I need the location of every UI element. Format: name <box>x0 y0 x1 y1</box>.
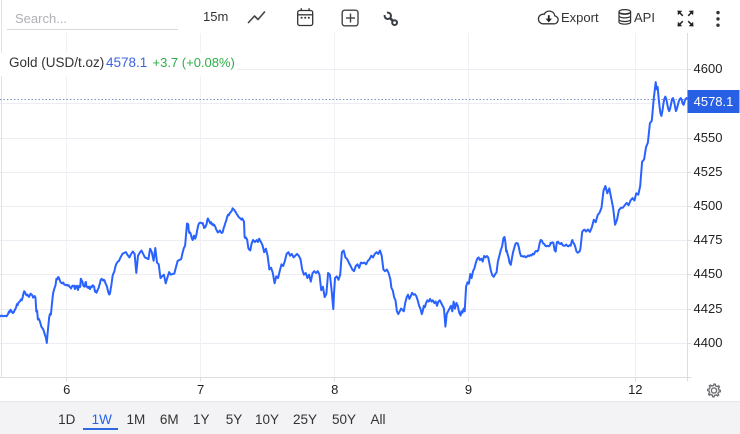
svg-text:4525: 4525 <box>694 164 723 179</box>
svg-text:4550: 4550 <box>694 130 723 145</box>
svg-text:12: 12 <box>628 382 642 397</box>
svg-text:9: 9 <box>465 382 472 397</box>
svg-text:Gold (USD/t.oz): Gold (USD/t.oz) <box>9 55 104 70</box>
svg-text:4475: 4475 <box>694 232 723 247</box>
svg-text:8: 8 <box>331 382 338 397</box>
svg-text:4425: 4425 <box>694 301 723 316</box>
svg-text:4450: 4450 <box>694 266 723 281</box>
svg-text:4578.1: 4578.1 <box>106 55 147 70</box>
svg-text:6: 6 <box>63 382 70 397</box>
svg-text:7: 7 <box>197 382 204 397</box>
svg-text:4400: 4400 <box>694 335 723 350</box>
svg-text:+3.7 (+0.08%): +3.7 (+0.08%) <box>153 55 235 70</box>
svg-text:4500: 4500 <box>694 198 723 213</box>
svg-text:4600: 4600 <box>694 61 723 76</box>
svg-text:4578.1: 4578.1 <box>694 94 734 109</box>
